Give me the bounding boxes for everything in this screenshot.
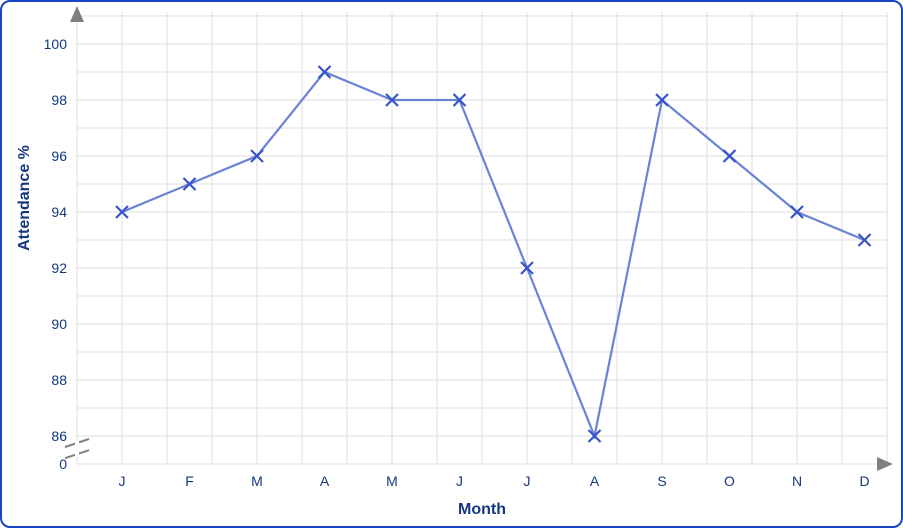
- y-axis-title: Attendance %: [16, 145, 33, 251]
- y-tick-label: 0: [59, 456, 67, 472]
- x-tick-label: A: [320, 473, 330, 489]
- y-tick-label: 100: [44, 36, 68, 52]
- x-axis-title: Month: [458, 501, 506, 518]
- x-tick-label: J: [524, 473, 531, 489]
- x-tick-label: O: [724, 473, 735, 489]
- series-line: [122, 72, 865, 436]
- x-tick-label: J: [119, 473, 126, 489]
- x-tick-label: F: [185, 473, 194, 489]
- y-tick-label: 90: [51, 316, 67, 332]
- chart-frame: 0 86 88 90 92 94 96 98 100 J F M A M J J A S O N D Month Atten…: [0, 0, 903, 528]
- y-tick-label: 92: [51, 260, 67, 276]
- x-tick-label: N: [792, 473, 802, 489]
- y-tick-label: 98: [51, 92, 67, 108]
- x-tick-label: M: [251, 473, 263, 489]
- y-tick-label: 86: [51, 428, 67, 444]
- x-tick-label: M: [386, 473, 398, 489]
- x-tick-label: J: [456, 473, 463, 489]
- line-chart: 0 86 88 90 92 94 96 98 100 J F M A M J J A S O N D Month Atten…: [2, 2, 903, 528]
- x-tick-label: D: [859, 473, 869, 489]
- y-tick-label: 94: [51, 204, 67, 220]
- y-tick-label: 88: [51, 372, 67, 388]
- x-tick-label: A: [590, 473, 600, 489]
- y-tick-label: 96: [51, 148, 67, 164]
- x-tick-label: S: [657, 473, 666, 489]
